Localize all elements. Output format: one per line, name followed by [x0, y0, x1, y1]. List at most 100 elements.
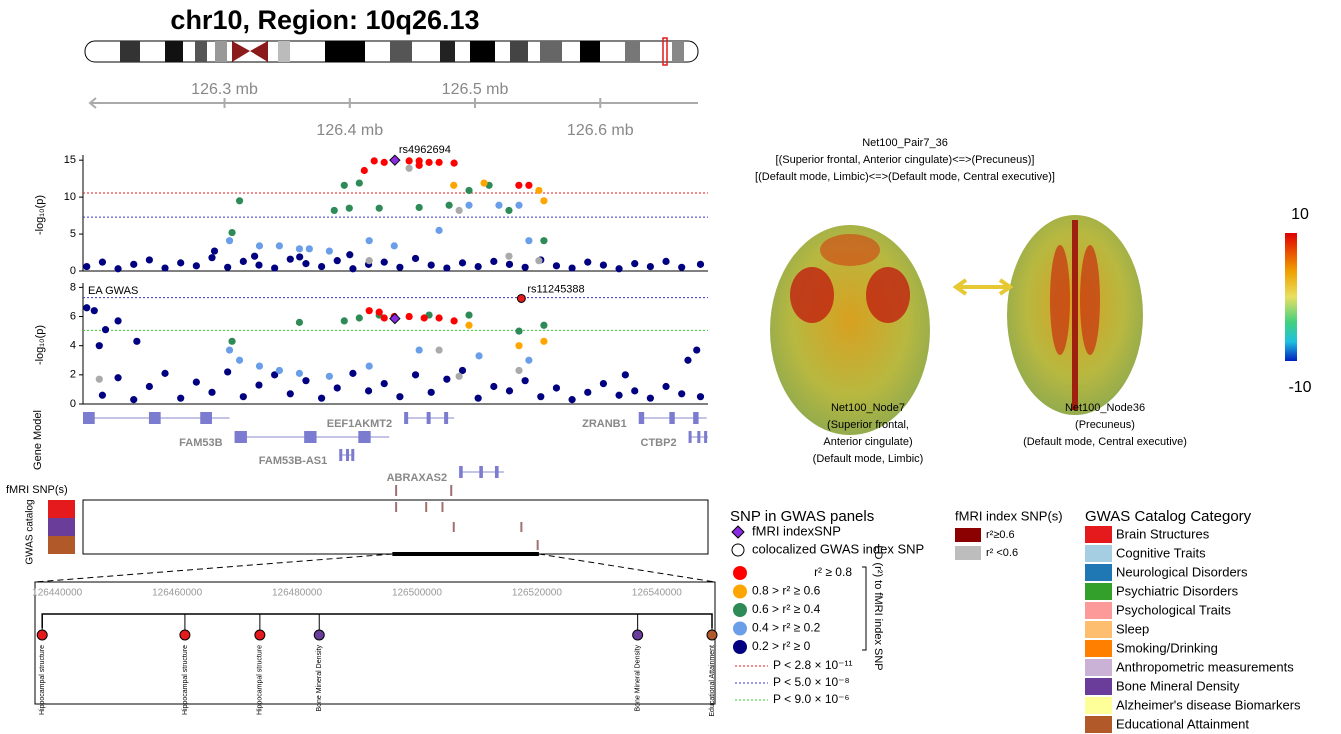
snp-point	[255, 381, 262, 388]
colorbar	[1285, 233, 1297, 361]
snp-point	[130, 261, 137, 268]
snp-point	[228, 229, 235, 236]
zoom-tick-label: 126520000	[512, 588, 562, 599]
snp-point	[177, 395, 184, 402]
snp-point	[193, 262, 200, 269]
zoom-snp	[37, 630, 47, 640]
snp-point	[99, 259, 106, 266]
zoom-tick-label: 126460000	[152, 588, 202, 599]
snp-point	[525, 357, 532, 364]
exon	[149, 412, 161, 424]
zoom-snp	[633, 630, 643, 640]
snp-point	[553, 384, 560, 391]
zoom-snp-label: Hippocampal structure	[257, 645, 264, 715]
snp-point	[540, 338, 547, 345]
legend-label: colocalized GWAS index SNP	[752, 541, 924, 556]
snp-point	[406, 157, 413, 164]
exon	[404, 412, 408, 424]
legend-label: fMRI indexSNP	[752, 523, 841, 538]
snp-point	[376, 205, 383, 212]
gene-label: CTBP2	[641, 437, 677, 449]
snp-point	[391, 242, 398, 249]
snp-point	[693, 346, 700, 353]
exon	[479, 466, 483, 478]
snp-point	[584, 259, 591, 266]
exon	[83, 412, 95, 424]
legend-swatch	[1085, 602, 1112, 619]
snp-point	[465, 311, 472, 318]
snp-point	[456, 207, 463, 214]
exon	[495, 466, 499, 478]
snp-point	[515, 182, 522, 189]
index-snp-label: rs4962694	[399, 144, 451, 156]
snp-point	[615, 265, 622, 272]
snp-point	[208, 254, 215, 261]
snp-point	[443, 264, 450, 271]
node-label: Anterior cingulate)	[823, 436, 912, 448]
snp-point	[631, 260, 638, 267]
snp-point	[569, 264, 576, 271]
legend-label: r² ≥ 0.8	[814, 565, 852, 579]
snp-point	[522, 264, 529, 271]
snp-point	[366, 362, 373, 369]
gene-label: FAM53B	[179, 437, 222, 449]
snp-point	[228, 338, 235, 345]
zoom-snp-label: Hippocampal structure	[182, 645, 189, 715]
snp-point	[346, 251, 353, 258]
zoom-connector	[35, 554, 715, 582]
snp-point	[251, 253, 258, 260]
legend-swatch	[1085, 621, 1112, 638]
brain-title: Net100_Pair7_36	[862, 137, 948, 149]
snp-point	[224, 368, 231, 375]
legend-diamond	[732, 526, 744, 538]
snp-point	[416, 162, 423, 169]
snp-point	[256, 242, 263, 249]
snp-point	[396, 264, 403, 271]
legend-marker	[733, 640, 747, 654]
legend-label: Bone Mineral Density	[1116, 678, 1240, 693]
legend-swatch	[955, 528, 981, 542]
snp-point	[475, 395, 482, 402]
snp-point	[102, 326, 109, 333]
snp-point	[96, 376, 103, 383]
snp-point	[341, 182, 348, 189]
index-snp	[390, 155, 400, 165]
snp-point	[540, 322, 547, 329]
legend-label: Alzheimer's disease Biomarkers	[1116, 697, 1301, 712]
legend-swatch	[1085, 716, 1112, 733]
node-label: (Superior frontal,	[827, 419, 909, 431]
legend-label: Anthropometric measurements	[1116, 659, 1294, 674]
coloc-snp-label: rs11245388	[527, 283, 584, 295]
snp-point	[522, 377, 529, 384]
snp-point	[318, 263, 325, 270]
snp-point	[287, 256, 294, 263]
snp-point	[505, 253, 512, 260]
snp-point	[678, 264, 685, 271]
snp-point	[475, 352, 482, 359]
catalog-swatch	[48, 500, 75, 518]
snp-point	[615, 392, 622, 399]
colorbar-label: -10	[1288, 379, 1311, 396]
snp-point	[224, 264, 231, 271]
legend-label: 0.6 > r² ≥ 0.4	[752, 602, 821, 616]
exon	[339, 449, 342, 461]
snp-point	[506, 261, 513, 268]
axis	[83, 155, 708, 271]
legend-label: P < 5.0 × 10⁻⁸	[773, 675, 850, 689]
exon	[304, 431, 316, 443]
snp-point	[600, 261, 607, 268]
gene-label: FAM53B-AS1	[259, 455, 327, 467]
snp-point	[334, 257, 341, 264]
snp-point	[256, 362, 263, 369]
zoom-snp-label: Bone Mineral Density	[316, 645, 323, 712]
snp-point	[406, 165, 413, 172]
legend-title: GWAS Catalog Category	[1085, 508, 1252, 525]
legend-label: 0.8 > r² ≥ 0.6	[752, 584, 821, 598]
snp-point	[406, 313, 413, 320]
snp-point	[490, 258, 497, 265]
exon	[697, 431, 700, 443]
snp-point	[349, 265, 356, 272]
panel-label: EA GWAS	[88, 285, 138, 297]
snp-point	[450, 182, 457, 189]
legend-marker	[733, 566, 747, 580]
